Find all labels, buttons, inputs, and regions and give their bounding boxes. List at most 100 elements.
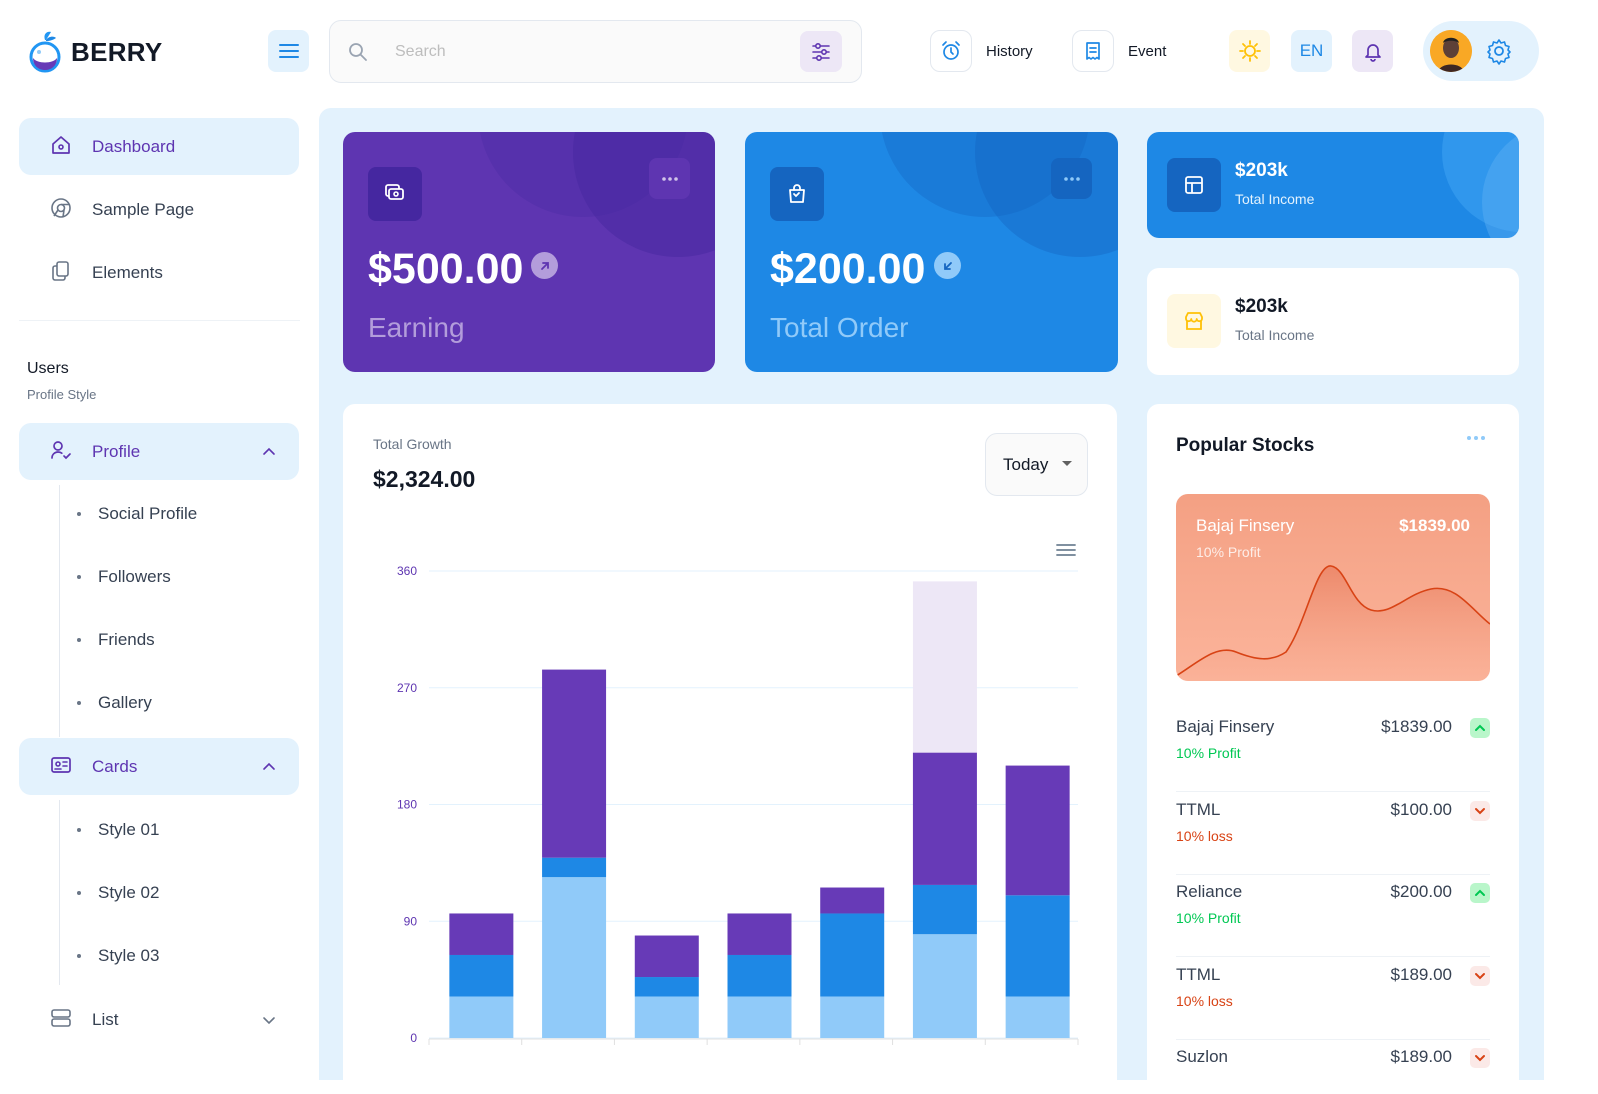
- order-amount: $200.00: [770, 245, 926, 293]
- growth-caption: Total Growth: [373, 436, 452, 452]
- app-logo[interactable]: BERRY: [27, 30, 163, 74]
- bar-segment: [912, 884, 977, 935]
- settings-gear-icon[interactable]: [1485, 37, 1513, 65]
- subitem-label: Style 02: [98, 883, 160, 902]
- submenu-guide-line: [59, 485, 60, 737]
- earning-amount: $500.00: [368, 245, 524, 293]
- stock-trend-badge: [1470, 883, 1490, 903]
- stock-sparkline: [1176, 494, 1490, 681]
- chart-menu-icon[interactable]: [1055, 542, 1077, 558]
- id-card-icon: [51, 757, 71, 773]
- sidebar-item-profile[interactable]: Profile: [19, 423, 299, 480]
- sidebar-item-cards[interactable]: Cards: [19, 738, 299, 795]
- sidebar-item-list[interactable]: List: [19, 991, 299, 1048]
- filter-button[interactable]: [800, 31, 842, 72]
- sidebar-subitem-style-02[interactable]: Style 02: [77, 878, 159, 908]
- event-link[interactable]: Event: [1072, 30, 1166, 72]
- decor-circle: [975, 132, 1118, 257]
- notifications-button[interactable]: [1352, 30, 1393, 72]
- copy-icon: [52, 261, 69, 281]
- sun-icon: [1238, 40, 1261, 62]
- bullet-dot: [77, 891, 81, 895]
- total-growth-chart: 0 90 180 270 360: [397, 564, 1079, 1045]
- sidebar-group-caption: Profile Style: [27, 387, 97, 402]
- search-input[interactable]: [395, 39, 775, 65]
- dots-horizontal-icon[interactable]: [1465, 434, 1487, 442]
- stock-name: Reliance: [1176, 882, 1243, 901]
- bullet-dot: [77, 954, 81, 958]
- bullet-dot: [77, 828, 81, 832]
- period-select[interactable]: Today: [985, 433, 1088, 496]
- bar-segment: [449, 913, 514, 955]
- stock-row[interactable]: Bajaj Finsery $1839.00 10% Profit: [1176, 709, 1490, 792]
- language-button[interactable]: EN: [1291, 30, 1332, 72]
- sidebar-group-title: Users: [27, 360, 69, 377]
- chevron-down-icon: [1475, 1055, 1485, 1062]
- stock-trend-badge: [1470, 718, 1490, 738]
- sidebar-divider: [19, 320, 300, 321]
- trend-up-badge: [531, 252, 558, 279]
- stock-trend-badge: [1470, 801, 1490, 821]
- sidebar-item-label: Elements: [92, 262, 163, 282]
- sidebar-item-sample-page[interactable]: Sample Page: [19, 181, 299, 238]
- stock-row[interactable]: Reliance $200.00 10% Profit: [1176, 874, 1490, 957]
- avatar[interactable]: [1430, 30, 1472, 72]
- sidebar-subitem-followers[interactable]: Followers: [77, 562, 171, 592]
- main-content: $500.00 Earning $200.00 Total Order: [319, 108, 1544, 1094]
- stock-name: TTML: [1176, 800, 1221, 819]
- history-button[interactable]: [930, 30, 972, 72]
- history-link[interactable]: History: [930, 30, 1033, 72]
- stock-name: Bajaj Finsery: [1176, 717, 1275, 736]
- subitem-label: Friends: [98, 630, 155, 649]
- bell-icon: [1364, 44, 1381, 62]
- sidebar-subitem-friends[interactable]: Friends: [77, 625, 155, 655]
- order-more-button[interactable]: [1051, 158, 1092, 199]
- stock-status: 10% Profit: [1176, 910, 1241, 926]
- sidebar-item-elements[interactable]: Elements: [19, 244, 299, 301]
- sidebar-item-label: Dashboard: [92, 136, 176, 156]
- bar-segment: [820, 996, 885, 1038]
- y-tick-label: 180: [397, 798, 417, 812]
- subitem-label: Gallery: [98, 693, 152, 712]
- sidebar-subitem-style-03[interactable]: Style 03: [77, 941, 159, 971]
- bar-segment: [727, 996, 792, 1038]
- income-icon-box: [1167, 158, 1221, 212]
- earning-more-button[interactable]: [649, 158, 690, 199]
- profile-menu-chip[interactable]: [1423, 21, 1539, 81]
- bullet-dot: [77, 575, 81, 579]
- stock-trend-badge: [1470, 966, 1490, 986]
- sidebar-item-label: Sample Page: [92, 199, 195, 219]
- chevron-up-icon: [1475, 889, 1485, 896]
- bar-segment: [1005, 765, 1070, 896]
- event-button[interactable]: [1072, 30, 1114, 72]
- dots-horizontal-icon: [1063, 176, 1080, 181]
- theme-toggle-button[interactable]: [1229, 30, 1270, 72]
- stock-price: $189.00: [1390, 965, 1452, 984]
- stock-row[interactable]: TTML $189.00 10% loss: [1176, 957, 1490, 1040]
- bar-segment: [727, 913, 792, 955]
- y-tick-label: 270: [397, 681, 417, 695]
- language-label: EN: [1299, 41, 1324, 60]
- chevron-up-icon: [263, 762, 275, 770]
- sidebar-subitem-gallery[interactable]: Gallery: [77, 688, 152, 718]
- chevron-down-icon: [1475, 808, 1485, 815]
- bar-segment: [634, 996, 699, 1038]
- sidebar-subitem-social-profile[interactable]: Social Profile: [77, 499, 197, 529]
- bar-segment: [912, 934, 977, 1038]
- stock-row[interactable]: Suzlon $189.00: [1176, 1039, 1490, 1094]
- featured-stock-card[interactable]: Bajaj Finsery $1839.00 10% Profit: [1176, 494, 1490, 681]
- income-icon-box: [1167, 294, 1221, 348]
- submenu-guide-line: [59, 800, 60, 985]
- featured-stock-caption: 10% Profit: [1196, 544, 1261, 560]
- stock-status: 10% Profit: [1176, 745, 1241, 761]
- stock-status: 10% loss: [1176, 828, 1233, 844]
- total-income-card-dark: $203k Total Income: [1147, 132, 1519, 238]
- sidebar-subitem-style-01[interactable]: Style 01: [77, 815, 159, 845]
- row-divider: [1176, 791, 1490, 792]
- sidebar-item-dashboard[interactable]: Dashboard: [19, 118, 299, 175]
- stock-row[interactable]: TTML $100.00 10% loss: [1176, 792, 1490, 875]
- menu-toggle-button[interactable]: [268, 30, 309, 72]
- growth-value: $2,324.00: [373, 466, 476, 492]
- user-avatar-icon: [1430, 30, 1472, 72]
- total-income-card-light: $203k Total Income: [1147, 268, 1519, 375]
